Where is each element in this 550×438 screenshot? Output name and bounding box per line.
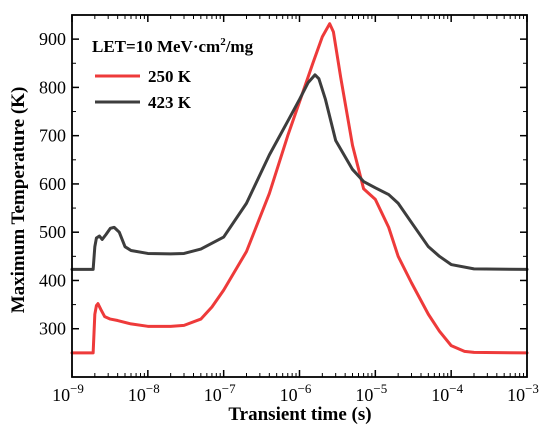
series-line-423k bbox=[70, 73, 529, 271]
series-line-250k bbox=[70, 22, 529, 355]
y-tick-label: 800 bbox=[39, 77, 66, 97]
y-tick-label: 700 bbox=[39, 126, 66, 146]
x-tick-label: 10−9 bbox=[52, 381, 84, 405]
x-tick-label: 10−8 bbox=[128, 381, 160, 405]
x-tick-label: 10−7 bbox=[204, 381, 236, 405]
annotation-prefix: LET=10 MeV·cm bbox=[92, 37, 220, 56]
x-tick-label: 10−6 bbox=[280, 381, 312, 405]
annotation-suffix: /mg bbox=[225, 37, 254, 56]
tick-layer: 10−9 10−8 10−7 10−6 10−5 10−4 10−3 300 400 500 600… bbox=[39, 15, 539, 405]
plot-frame bbox=[71, 14, 528, 378]
x-tick-label: 10−5 bbox=[355, 381, 387, 405]
x-axis-title: Transient time (s) bbox=[228, 404, 371, 425]
y-axis-title: Maximum Temperature (K) bbox=[8, 87, 29, 314]
y-tick-label: 600 bbox=[39, 174, 66, 194]
y-tick-label: 500 bbox=[39, 222, 66, 242]
x-tick-label: 10−4 bbox=[431, 381, 463, 405]
legend-label-250k: 250 K bbox=[148, 67, 192, 86]
legend: 250 K 423 K bbox=[95, 67, 192, 112]
y-tick-label: 300 bbox=[39, 319, 66, 339]
y-tick-label: 900 bbox=[39, 29, 66, 49]
x-tick-label: 10−3 bbox=[507, 381, 539, 405]
let-annotation: LET=10 MeV·cm2/mg bbox=[92, 36, 254, 56]
legend-label-423k: 423 K bbox=[148, 93, 192, 112]
y-tick-label: 400 bbox=[39, 270, 66, 290]
series-layer bbox=[70, 22, 529, 355]
annotation-superscript: 2 bbox=[220, 36, 226, 48]
